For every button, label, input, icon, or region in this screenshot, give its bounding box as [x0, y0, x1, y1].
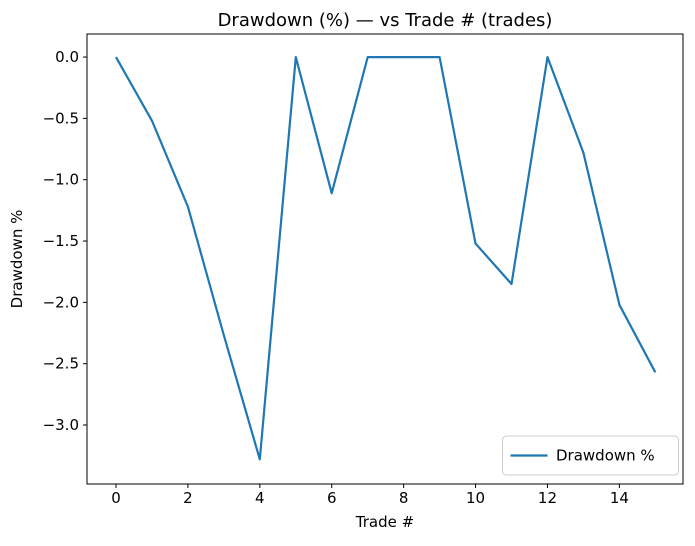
x-tick-label: 0 — [111, 489, 121, 507]
y-tick-label: −0.5 — [43, 109, 79, 127]
x-tick-label: 8 — [399, 489, 409, 507]
y-tick-label: −3.0 — [43, 416, 79, 434]
x-axis-label: Trade # — [355, 513, 414, 531]
x-tick-label: 12 — [538, 489, 557, 507]
x-tick-label: 2 — [183, 489, 193, 507]
y-tick-label: 0.0 — [55, 48, 79, 66]
y-tick-label: −1.5 — [43, 232, 79, 250]
x-tick-label: 14 — [610, 489, 629, 507]
legend-label: Drawdown % — [556, 447, 655, 465]
legend-box — [502, 435, 679, 476]
x-tick-label: 10 — [466, 489, 485, 507]
x-tick-label: 4 — [255, 489, 265, 507]
axes-frame — [86, 33, 684, 485]
y-tick-label: −2.0 — [43, 293, 79, 311]
x-axis-ticks: 0 2 4 6 8 10 12 14 — [111, 484, 629, 507]
y-tick-label: −1.0 — [43, 171, 79, 189]
chart-title: Drawdown (%) — vs Trade # (trades) — [218, 10, 553, 31]
y-axis-label: Drawdown % — [8, 210, 26, 309]
x-tick-label: 6 — [327, 489, 337, 507]
drawdown-series-line — [115, 55, 657, 461]
y-tick-label: −2.5 — [43, 355, 79, 373]
y-axis-ticks: 0.0 −0.5 −1.0 −1.5 −2.0 −2.5 −3.0 — [43, 48, 87, 434]
legend: Drawdown % — [502, 435, 679, 476]
